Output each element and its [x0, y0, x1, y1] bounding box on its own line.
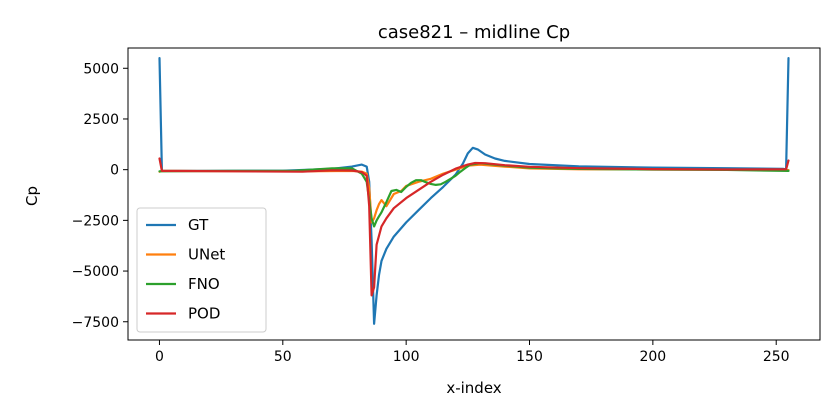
x-axis: 0 50 100 150 200 250 [155, 340, 790, 365]
y-axis-label: Cp [23, 186, 41, 206]
y-tick-label: 0 [110, 163, 119, 179]
series-line-pod [158, 157, 790, 297]
legend-label-gt: GT [188, 216, 209, 234]
y-tick-label: −2500 [72, 213, 119, 229]
plot-frame [127, 47, 821, 341]
y-tick-label: 5000 [83, 61, 119, 77]
y-axis: −7500 −5000 −2500 0 2500 5000 [72, 61, 128, 331]
legend-box [136, 207, 267, 333]
x-tick-label: 200 [639, 349, 666, 365]
legend: GT UNet FNO POD [136, 207, 267, 333]
x-axis-label: x-index [446, 379, 501, 397]
legend-label-pod: POD [188, 305, 220, 323]
x-tick-label: 0 [155, 349, 164, 365]
x-tick-label: 250 [763, 349, 790, 365]
y-tick-label: −7500 [72, 315, 119, 331]
x-tick-label: 100 [393, 349, 420, 365]
y-tick-label: −5000 [72, 264, 119, 280]
x-tick-label: 150 [516, 349, 543, 365]
series-line-gt [158, 57, 790, 325]
y-tick-label: 2500 [83, 112, 119, 128]
legend-label-fno: FNO [188, 275, 220, 293]
plot-area [158, 57, 790, 325]
x-tick-label: 50 [274, 349, 292, 365]
legend-label-unet: UNet [188, 246, 225, 264]
chart-title: case821 – midline Cp [378, 22, 570, 43]
